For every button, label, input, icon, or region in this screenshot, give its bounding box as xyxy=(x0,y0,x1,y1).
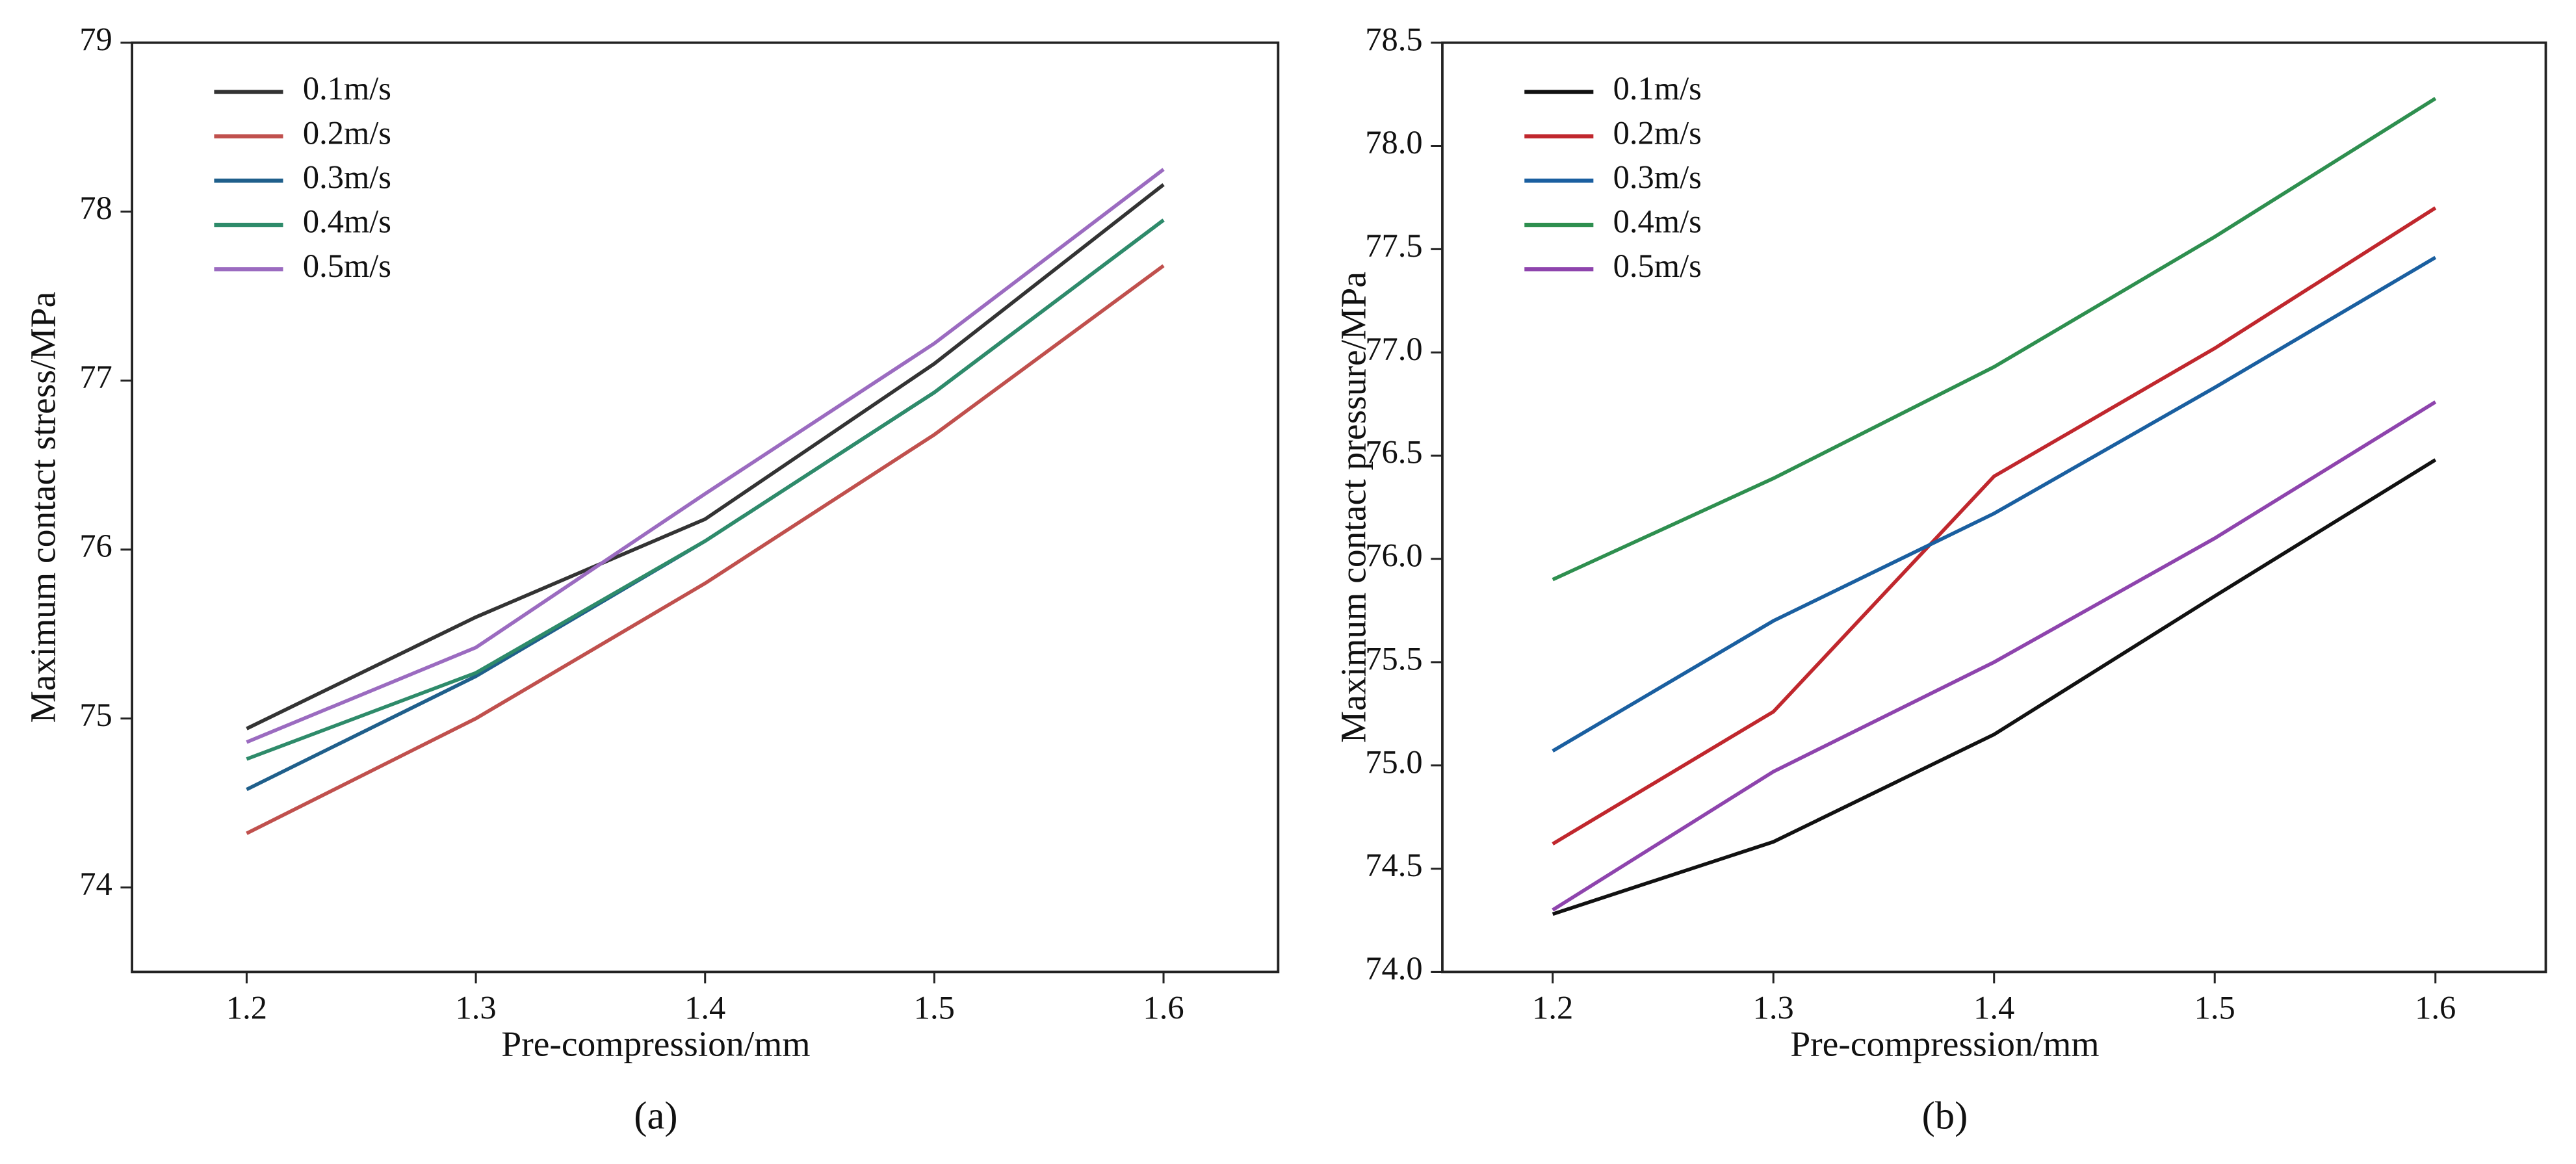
legend-label: 0.5m/s xyxy=(303,248,391,284)
series-line xyxy=(1552,97,2437,582)
y-tick-label: 77 xyxy=(79,359,112,395)
y-tick-label: 77.0 xyxy=(1365,331,1422,367)
y-tick-label: 74 xyxy=(79,866,112,902)
legend-label: 0.2m/s xyxy=(303,114,391,151)
x-tick-label: 1.3 xyxy=(456,990,497,1026)
x-tick-label: 1.3 xyxy=(1753,990,1794,1026)
series-line xyxy=(246,218,1165,792)
y-tick-label: 76.5 xyxy=(1365,434,1422,471)
x-axis-label: Pre-compression/mm xyxy=(501,1024,810,1064)
legend-label: 0.1m/s xyxy=(303,70,391,107)
legend-label: 0.2m/s xyxy=(1613,114,1702,151)
x-axis-label: Pre-compression/mm xyxy=(1790,1024,2099,1064)
x-tick-label: 1.2 xyxy=(1532,990,1573,1026)
x-tick-label: 1.5 xyxy=(2194,990,2235,1026)
x-tick-label: 1.5 xyxy=(914,990,955,1026)
y-tick-label: 75 xyxy=(79,697,112,733)
legend-label: 0.3m/s xyxy=(303,159,391,195)
y-tick-label: 75.5 xyxy=(1365,640,1422,677)
series-line xyxy=(246,183,1165,731)
y-tick-label: 74.5 xyxy=(1365,847,1422,883)
x-tick-label: 1.6 xyxy=(2415,990,2456,1026)
series-line xyxy=(1552,458,2437,916)
series-line xyxy=(1552,206,2437,846)
legend-label: 0.5m/s xyxy=(1613,248,1702,284)
legend-label: 0.3m/s xyxy=(1613,159,1702,195)
legend-label: 0.4m/s xyxy=(1613,203,1702,240)
y-tick-label: 78.0 xyxy=(1365,124,1422,161)
legend-label: 0.4m/s xyxy=(303,203,391,240)
series-line xyxy=(246,218,1165,761)
plot-frame xyxy=(1441,41,2547,974)
legend-label: 0.1m/s xyxy=(1613,70,1702,107)
y-tick-label: 79 xyxy=(79,21,112,57)
y-tick-label: 77.5 xyxy=(1365,227,1422,264)
y-axis-label: Maximum contact pressure/MPa xyxy=(1333,272,1373,743)
y-tick-label: 76.0 xyxy=(1365,537,1422,574)
y-tick-label: 75.0 xyxy=(1365,744,1422,780)
caption: (a) xyxy=(634,1094,677,1138)
x-tick-label: 1.4 xyxy=(1973,990,2014,1026)
y-tick-label: 74.0 xyxy=(1365,950,1422,987)
series-line xyxy=(1552,400,2437,912)
series-line xyxy=(246,264,1165,835)
caption: (b) xyxy=(1922,1094,1968,1138)
x-tick-label: 1.2 xyxy=(226,990,267,1026)
series-line xyxy=(1552,255,2437,753)
x-tick-label: 1.4 xyxy=(684,990,725,1026)
y-tick-label: 78.5 xyxy=(1365,21,1422,57)
y-tick-label: 78 xyxy=(79,190,112,226)
series-line xyxy=(246,168,1165,744)
y-axis-label: Maximum contact stress/MPa xyxy=(23,292,64,723)
y-tick-label: 76 xyxy=(79,528,112,564)
x-tick-label: 1.6 xyxy=(1143,990,1184,1026)
